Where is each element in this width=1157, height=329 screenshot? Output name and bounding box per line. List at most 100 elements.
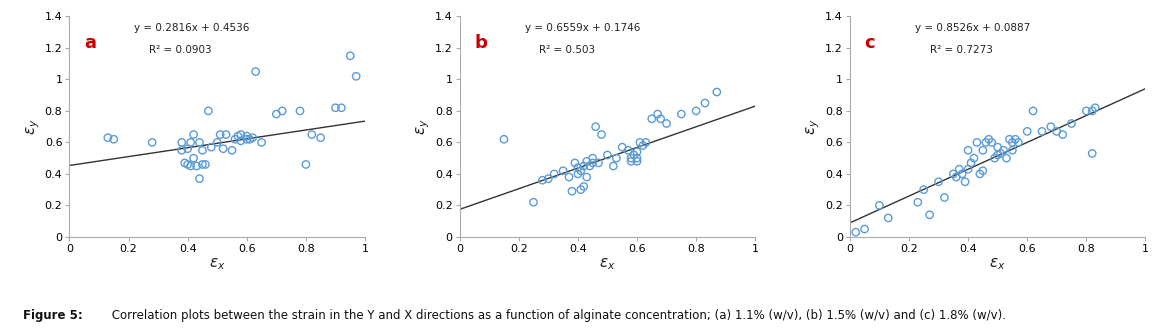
Point [870,203,889,208]
Point [577,159,596,164]
Point [847,230,865,235]
Point [241,137,259,142]
Point [634,143,653,148]
Point [973,168,992,173]
Point [562,189,581,194]
Point [1033,129,1052,134]
Point [973,148,992,153]
Point [193,162,212,167]
Point [636,140,655,145]
Y-axis label: $\varepsilon_y$: $\varepsilon_y$ [414,118,433,135]
X-axis label: $\varepsilon_x$: $\varepsilon_x$ [209,257,226,272]
Point [296,162,315,167]
Point [524,200,543,205]
Point [625,152,643,158]
Point [231,138,250,143]
Point [589,160,607,165]
Point [243,135,261,140]
Point [178,162,197,167]
Point [988,152,1007,158]
Point [971,171,989,177]
Point [908,200,927,205]
Point [568,165,587,170]
Point [172,140,191,145]
Text: R² = 0.503: R² = 0.503 [539,45,596,55]
Point [290,108,309,114]
Point [1000,137,1018,142]
Point [1009,140,1027,145]
Point [566,160,584,165]
Point [946,174,965,180]
Point [184,156,202,161]
Point [914,187,933,192]
Point [182,164,200,169]
Point [572,168,590,173]
Text: R² = 0.0903: R² = 0.0903 [149,45,212,55]
Point [581,164,599,169]
Point [572,187,590,192]
Point [199,108,218,114]
Point [628,149,647,155]
Point [583,160,602,165]
Point [568,171,587,177]
Point [583,156,602,161]
Point [554,168,573,173]
Point [184,132,202,137]
Point [986,156,1004,161]
Point [341,53,360,59]
Point [1041,124,1060,129]
Point [347,74,366,79]
Point [311,135,330,140]
Point [202,144,221,150]
Point [237,137,256,142]
Point [628,156,647,161]
Point [575,164,594,169]
Point [577,174,596,180]
Point [1003,148,1022,153]
Point [560,174,578,180]
Point [950,166,968,172]
Point [223,148,242,153]
Point [231,132,250,137]
Point [967,140,986,145]
Point [252,140,271,145]
Point [190,140,208,145]
Point [172,148,191,153]
Point [980,137,998,142]
Point [190,176,208,181]
Point [193,148,212,153]
Point [604,164,622,169]
Text: y = 0.2816x + 0.4536: y = 0.2816x + 0.4536 [134,23,250,33]
Point [1018,129,1037,134]
Point [176,160,194,165]
Point [657,121,676,126]
X-axis label: $\varepsilon_x$: $\varepsilon_x$ [599,257,616,272]
Point [944,171,963,177]
Point [273,108,292,114]
Point [1083,108,1101,114]
Point [1062,121,1081,126]
Point [687,108,706,114]
Point [182,140,200,145]
Point [935,195,953,200]
Point [587,124,605,129]
Point [672,112,691,117]
Point [1003,140,1022,145]
Y-axis label: $\varepsilon_y$: $\varepsilon_y$ [24,118,42,135]
Point [545,171,563,177]
Point [621,156,640,161]
Point [211,132,229,137]
Point [855,226,874,232]
Text: y = 0.6559x + 0.1746: y = 0.6559x + 0.1746 [524,23,640,33]
Point [631,140,649,145]
Point [1077,108,1096,114]
Point [598,152,617,158]
Point [332,105,351,111]
Point [214,146,233,151]
Point [226,137,244,142]
Point [1007,137,1025,142]
Point [216,132,235,137]
Point [197,162,215,167]
Point [539,176,558,181]
Point [695,100,714,106]
